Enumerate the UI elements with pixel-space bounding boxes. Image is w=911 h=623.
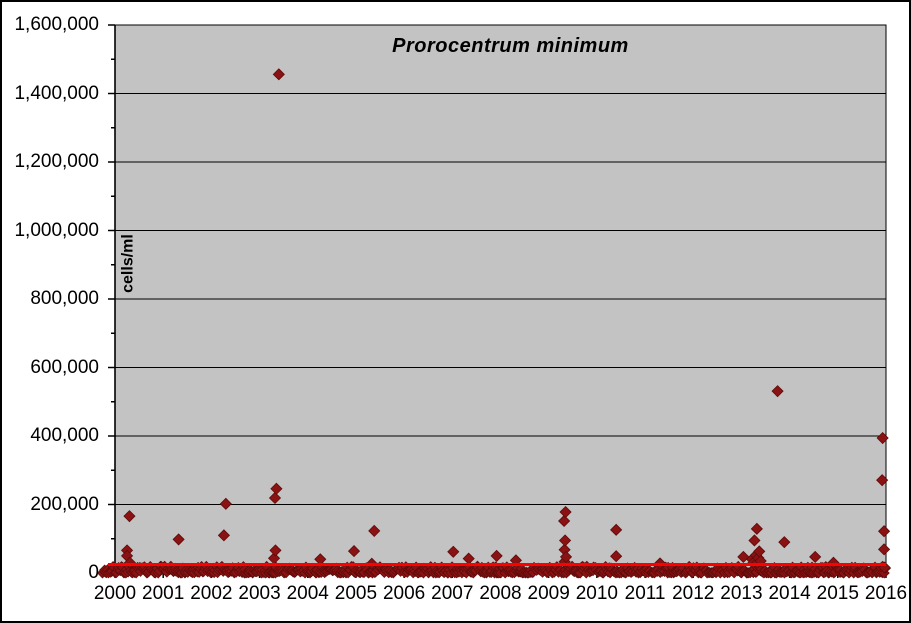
data-point-marker — [447, 545, 460, 558]
data-point-marker — [270, 482, 283, 495]
x-tick-label: 2014 — [768, 583, 811, 604]
x-tick-label: 2005 — [334, 583, 378, 604]
y-tick-label: 1,000,000 — [14, 219, 99, 241]
data-point-marker — [268, 491, 282, 505]
y-tick-label: 200,000 — [30, 493, 99, 515]
data-point-marker — [558, 514, 571, 528]
data-point-marker — [347, 545, 361, 558]
x-tick-label: 2000 — [93, 583, 137, 604]
data-point-marker — [368, 524, 381, 537]
x-tick-label: 2012 — [672, 583, 715, 604]
data-point-marker — [610, 550, 623, 563]
x-tick-label: 2001 — [142, 583, 185, 604]
data-point-marker — [269, 544, 282, 557]
data-point-marker — [748, 534, 761, 547]
x-tick-label: 2013 — [720, 583, 763, 604]
data-point-marker — [559, 534, 572, 547]
data-point-marker — [123, 510, 136, 523]
data-point-marker — [172, 533, 185, 546]
y-tick-label: 1,400,000 — [14, 82, 99, 104]
data-point-marker — [610, 523, 623, 536]
data-point-marker — [217, 529, 230, 542]
gridlines — [115, 24, 886, 505]
x-tick-label: 2016 — [864, 583, 908, 604]
data-point-marker — [559, 550, 573, 563]
data-point-marker — [750, 522, 763, 535]
data-point-marker — [737, 550, 750, 563]
x-tick-label: 2010 — [575, 583, 619, 604]
x-tick-label: 2006 — [382, 583, 426, 604]
data-point-marker — [876, 474, 889, 487]
y-tick-label: 1,200,000 — [14, 151, 99, 172]
x-tick-label: 2011 — [624, 583, 666, 604]
chart-title: Prorocentrum minimum — [392, 35, 629, 57]
y-tick-label: 400,000 — [30, 425, 99, 446]
data-point-marker — [878, 543, 891, 556]
data-point-marker — [559, 505, 572, 519]
data-point-marker — [219, 497, 232, 510]
x-tick-label: 2009 — [527, 583, 570, 604]
data-point-marker — [809, 550, 822, 563]
y-tick-label: 1,600,000 — [14, 14, 99, 35]
x-tick-label: 2002 — [190, 583, 233, 604]
data-point-marker — [778, 536, 791, 549]
y-tick-label: 800,000 — [30, 288, 99, 309]
x-tick-label: 2007 — [431, 583, 474, 604]
x-tick-label: 2008 — [479, 583, 522, 604]
data-point-marker — [490, 549, 503, 562]
data-point-marker — [878, 525, 891, 538]
data-point-marker — [272, 68, 285, 81]
x-tick-label: 2015 — [816, 583, 859, 604]
y-axis-ticks — [108, 24, 115, 574]
x-tick-label: 2003 — [238, 583, 281, 604]
y-axis-title: cells/ml — [119, 234, 137, 293]
y-tick-label: 600,000 — [30, 356, 99, 378]
data-point-marker — [771, 385, 784, 398]
x-tick-label: 2004 — [286, 583, 329, 604]
data-point-marker — [876, 431, 889, 445]
y-tick-label: 0 — [88, 562, 99, 583]
